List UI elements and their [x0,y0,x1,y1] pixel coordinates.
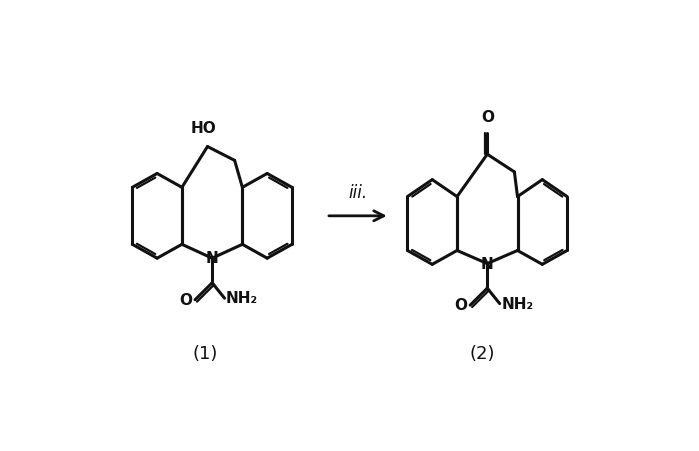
Text: NH₂: NH₂ [226,291,258,307]
Text: O: O [482,110,495,125]
Text: N: N [206,252,219,267]
Text: iii.: iii. [348,184,368,202]
Text: N: N [481,257,493,272]
Text: (2): (2) [470,345,496,364]
Text: HO: HO [191,121,217,136]
Text: NH₂: NH₂ [501,297,533,312]
Text: O: O [454,299,467,313]
Text: (1): (1) [192,345,218,364]
Text: O: O [179,293,192,308]
